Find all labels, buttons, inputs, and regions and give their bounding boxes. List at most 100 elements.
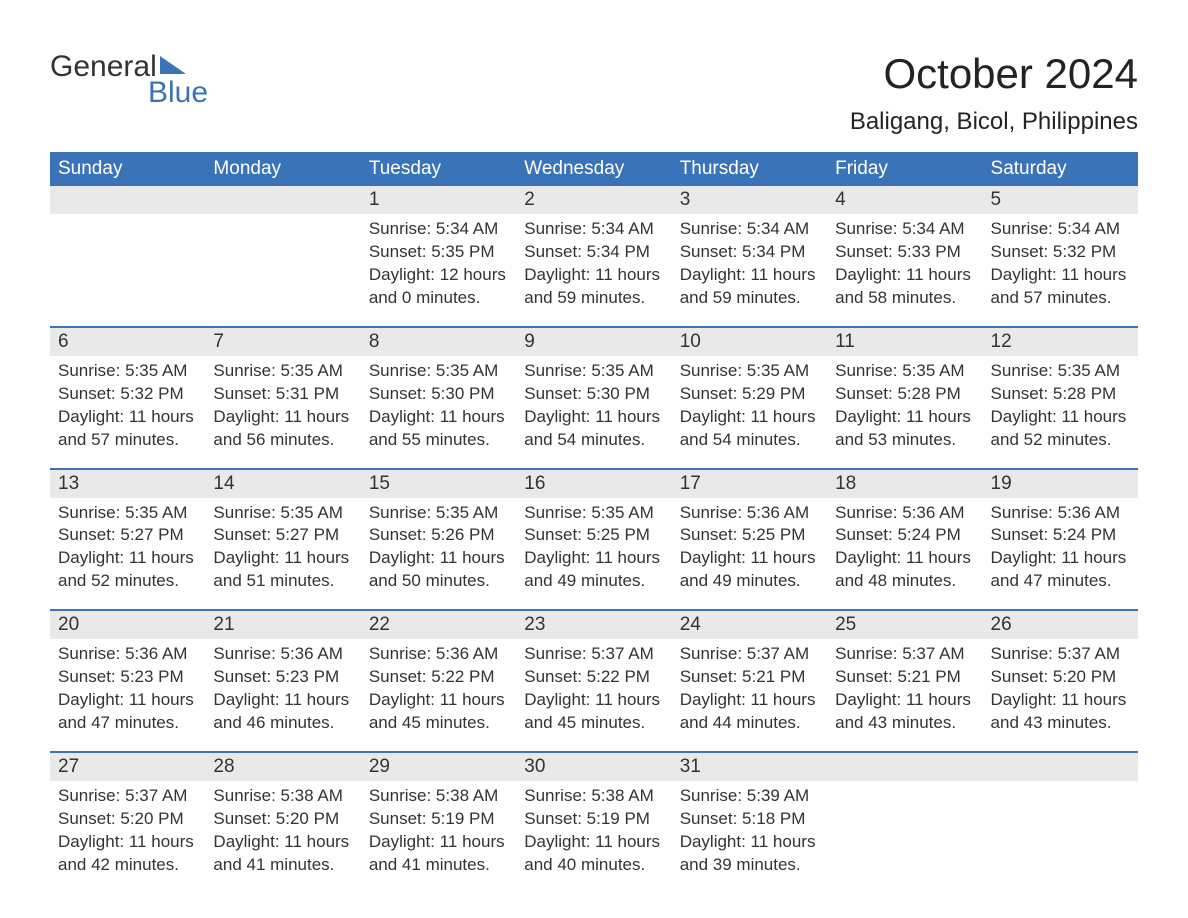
day-number — [827, 753, 982, 781]
sunrise-text: Sunrise: 5:36 AM — [369, 643, 508, 666]
sunset-text: Sunset: 5:20 PM — [213, 808, 352, 831]
day-details: Sunrise: 5:34 AMSunset: 5:34 PMDaylight:… — [672, 214, 827, 310]
daylight-text: Daylight: 11 hours and 55 minutes. — [369, 406, 508, 452]
day-details: Sunrise: 5:34 AMSunset: 5:32 PMDaylight:… — [983, 214, 1138, 310]
page-header: General Blue October 2024 Baligang, Bico… — [50, 50, 1138, 136]
day-number: 8 — [361, 328, 516, 356]
sunset-text: Sunset: 5:20 PM — [58, 808, 197, 831]
sunset-text: Sunset: 5:25 PM — [524, 524, 663, 547]
sunrise-text: Sunrise: 5:35 AM — [524, 360, 663, 383]
calendar-day: 18Sunrise: 5:36 AMSunset: 5:24 PMDayligh… — [827, 470, 982, 610]
sunset-text: Sunset: 5:34 PM — [680, 241, 819, 264]
sunrise-text: Sunrise: 5:34 AM — [835, 218, 974, 241]
day-details: Sunrise: 5:39 AMSunset: 5:18 PMDaylight:… — [672, 781, 827, 877]
calendar-day: 12Sunrise: 5:35 AMSunset: 5:28 PMDayligh… — [983, 328, 1138, 468]
day-number: 10 — [672, 328, 827, 356]
calendar-day: 2Sunrise: 5:34 AMSunset: 5:34 PMDaylight… — [516, 186, 671, 326]
day-number: 25 — [827, 611, 982, 639]
sunrise-text: Sunrise: 5:36 AM — [991, 502, 1130, 525]
calendar-day: 6Sunrise: 5:35 AMSunset: 5:32 PMDaylight… — [50, 328, 205, 468]
sunrise-text: Sunrise: 5:37 AM — [58, 785, 197, 808]
day-details: Sunrise: 5:34 AMSunset: 5:33 PMDaylight:… — [827, 214, 982, 310]
day-number: 9 — [516, 328, 671, 356]
day-details: Sunrise: 5:38 AMSunset: 5:19 PMDaylight:… — [516, 781, 671, 877]
day-details: Sunrise: 5:35 AMSunset: 5:32 PMDaylight:… — [50, 356, 205, 452]
sunset-text: Sunset: 5:20 PM — [991, 666, 1130, 689]
sunset-text: Sunset: 5:32 PM — [991, 241, 1130, 264]
calendar-day: 31Sunrise: 5:39 AMSunset: 5:18 PMDayligh… — [672, 753, 827, 893]
calendar-day: 26Sunrise: 5:37 AMSunset: 5:20 PMDayligh… — [983, 611, 1138, 751]
calendar-day: 20Sunrise: 5:36 AMSunset: 5:23 PMDayligh… — [50, 611, 205, 751]
sunset-text: Sunset: 5:35 PM — [369, 241, 508, 264]
calendar: Sunday Monday Tuesday Wednesday Thursday… — [50, 152, 1138, 893]
daylight-text: Daylight: 11 hours and 42 minutes. — [58, 831, 197, 877]
day-number: 30 — [516, 753, 671, 781]
calendar-day: 1Sunrise: 5:34 AMSunset: 5:35 PMDaylight… — [361, 186, 516, 326]
daylight-text: Daylight: 11 hours and 43 minutes. — [991, 689, 1130, 735]
day-details: Sunrise: 5:36 AMSunset: 5:24 PMDaylight:… — [827, 498, 982, 594]
day-number: 6 — [50, 328, 205, 356]
brand-logo: General Blue — [50, 50, 208, 110]
day-number: 16 — [516, 470, 671, 498]
calendar-day: 3Sunrise: 5:34 AMSunset: 5:34 PMDaylight… — [672, 186, 827, 326]
calendar-day: 27Sunrise: 5:37 AMSunset: 5:20 PMDayligh… — [50, 753, 205, 893]
sunset-text: Sunset: 5:27 PM — [213, 524, 352, 547]
calendar-day: 14Sunrise: 5:35 AMSunset: 5:27 PMDayligh… — [205, 470, 360, 610]
day-number — [983, 753, 1138, 781]
daylight-text: Daylight: 11 hours and 50 minutes. — [369, 547, 508, 593]
day-details: Sunrise: 5:35 AMSunset: 5:27 PMDaylight:… — [50, 498, 205, 594]
calendar-day — [50, 186, 205, 326]
calendar-day: 13Sunrise: 5:35 AMSunset: 5:27 PMDayligh… — [50, 470, 205, 610]
day-details: Sunrise: 5:34 AMSunset: 5:34 PMDaylight:… — [516, 214, 671, 310]
sunset-text: Sunset: 5:22 PM — [524, 666, 663, 689]
day-details: Sunrise: 5:35 AMSunset: 5:29 PMDaylight:… — [672, 356, 827, 452]
weekday-header: Tuesday — [361, 152, 516, 186]
calendar-day: 7Sunrise: 5:35 AMSunset: 5:31 PMDaylight… — [205, 328, 360, 468]
day-number: 29 — [361, 753, 516, 781]
daylight-text: Daylight: 11 hours and 59 minutes. — [680, 264, 819, 310]
weekday-header: Friday — [827, 152, 982, 186]
sunset-text: Sunset: 5:24 PM — [835, 524, 974, 547]
sunrise-text: Sunrise: 5:35 AM — [213, 502, 352, 525]
calendar-day — [205, 186, 360, 326]
sunrise-text: Sunrise: 5:35 AM — [369, 502, 508, 525]
day-details: Sunrise: 5:35 AMSunset: 5:30 PMDaylight:… — [361, 356, 516, 452]
sunrise-text: Sunrise: 5:37 AM — [991, 643, 1130, 666]
calendar-day: 8Sunrise: 5:35 AMSunset: 5:30 PMDaylight… — [361, 328, 516, 468]
sunset-text: Sunset: 5:34 PM — [524, 241, 663, 264]
sunset-text: Sunset: 5:19 PM — [524, 808, 663, 831]
title-block: October 2024 Baligang, Bicol, Philippine… — [850, 50, 1138, 136]
day-number: 24 — [672, 611, 827, 639]
day-details: Sunrise: 5:37 AMSunset: 5:20 PMDaylight:… — [983, 639, 1138, 735]
sunset-text: Sunset: 5:22 PM — [369, 666, 508, 689]
calendar-day: 21Sunrise: 5:36 AMSunset: 5:23 PMDayligh… — [205, 611, 360, 751]
sunset-text: Sunset: 5:30 PM — [524, 383, 663, 406]
sunset-text: Sunset: 5:31 PM — [213, 383, 352, 406]
daylight-text: Daylight: 11 hours and 58 minutes. — [835, 264, 974, 310]
sunset-text: Sunset: 5:21 PM — [835, 666, 974, 689]
brand-word-1: General — [50, 50, 157, 84]
day-details: Sunrise: 5:35 AMSunset: 5:28 PMDaylight:… — [983, 356, 1138, 452]
day-details: Sunrise: 5:35 AMSunset: 5:31 PMDaylight:… — [205, 356, 360, 452]
calendar-day: 11Sunrise: 5:35 AMSunset: 5:28 PMDayligh… — [827, 328, 982, 468]
sunset-text: Sunset: 5:25 PM — [680, 524, 819, 547]
sunrise-text: Sunrise: 5:35 AM — [213, 360, 352, 383]
day-number: 3 — [672, 186, 827, 214]
calendar-day: 4Sunrise: 5:34 AMSunset: 5:33 PMDaylight… — [827, 186, 982, 326]
day-number — [205, 186, 360, 214]
brand-triangle-icon — [160, 56, 186, 74]
sunrise-text: Sunrise: 5:34 AM — [680, 218, 819, 241]
sunrise-text: Sunrise: 5:34 AM — [991, 218, 1130, 241]
calendar-day: 19Sunrise: 5:36 AMSunset: 5:24 PMDayligh… — [983, 470, 1138, 610]
calendar-day: 29Sunrise: 5:38 AMSunset: 5:19 PMDayligh… — [361, 753, 516, 893]
sunset-text: Sunset: 5:29 PM — [680, 383, 819, 406]
daylight-text: Daylight: 11 hours and 53 minutes. — [835, 406, 974, 452]
day-number: 7 — [205, 328, 360, 356]
daylight-text: Daylight: 11 hours and 56 minutes. — [213, 406, 352, 452]
weekday-header: Thursday — [672, 152, 827, 186]
day-details: Sunrise: 5:35 AMSunset: 5:28 PMDaylight:… — [827, 356, 982, 452]
day-details: Sunrise: 5:37 AMSunset: 5:20 PMDaylight:… — [50, 781, 205, 877]
day-number — [50, 186, 205, 214]
day-details: Sunrise: 5:37 AMSunset: 5:22 PMDaylight:… — [516, 639, 671, 735]
day-details: Sunrise: 5:34 AMSunset: 5:35 PMDaylight:… — [361, 214, 516, 310]
